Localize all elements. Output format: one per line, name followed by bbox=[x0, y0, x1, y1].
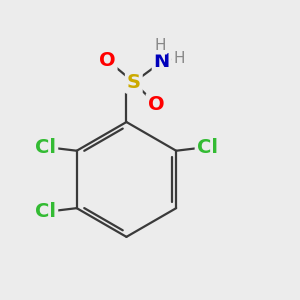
Text: Cl: Cl bbox=[35, 138, 56, 157]
Text: N: N bbox=[154, 52, 170, 71]
Text: Cl: Cl bbox=[35, 202, 56, 220]
Text: Cl: Cl bbox=[196, 138, 218, 157]
Text: H: H bbox=[173, 51, 184, 66]
Text: H: H bbox=[154, 38, 166, 53]
Text: O: O bbox=[99, 51, 116, 70]
Text: O: O bbox=[148, 95, 164, 114]
Text: S: S bbox=[127, 73, 141, 92]
